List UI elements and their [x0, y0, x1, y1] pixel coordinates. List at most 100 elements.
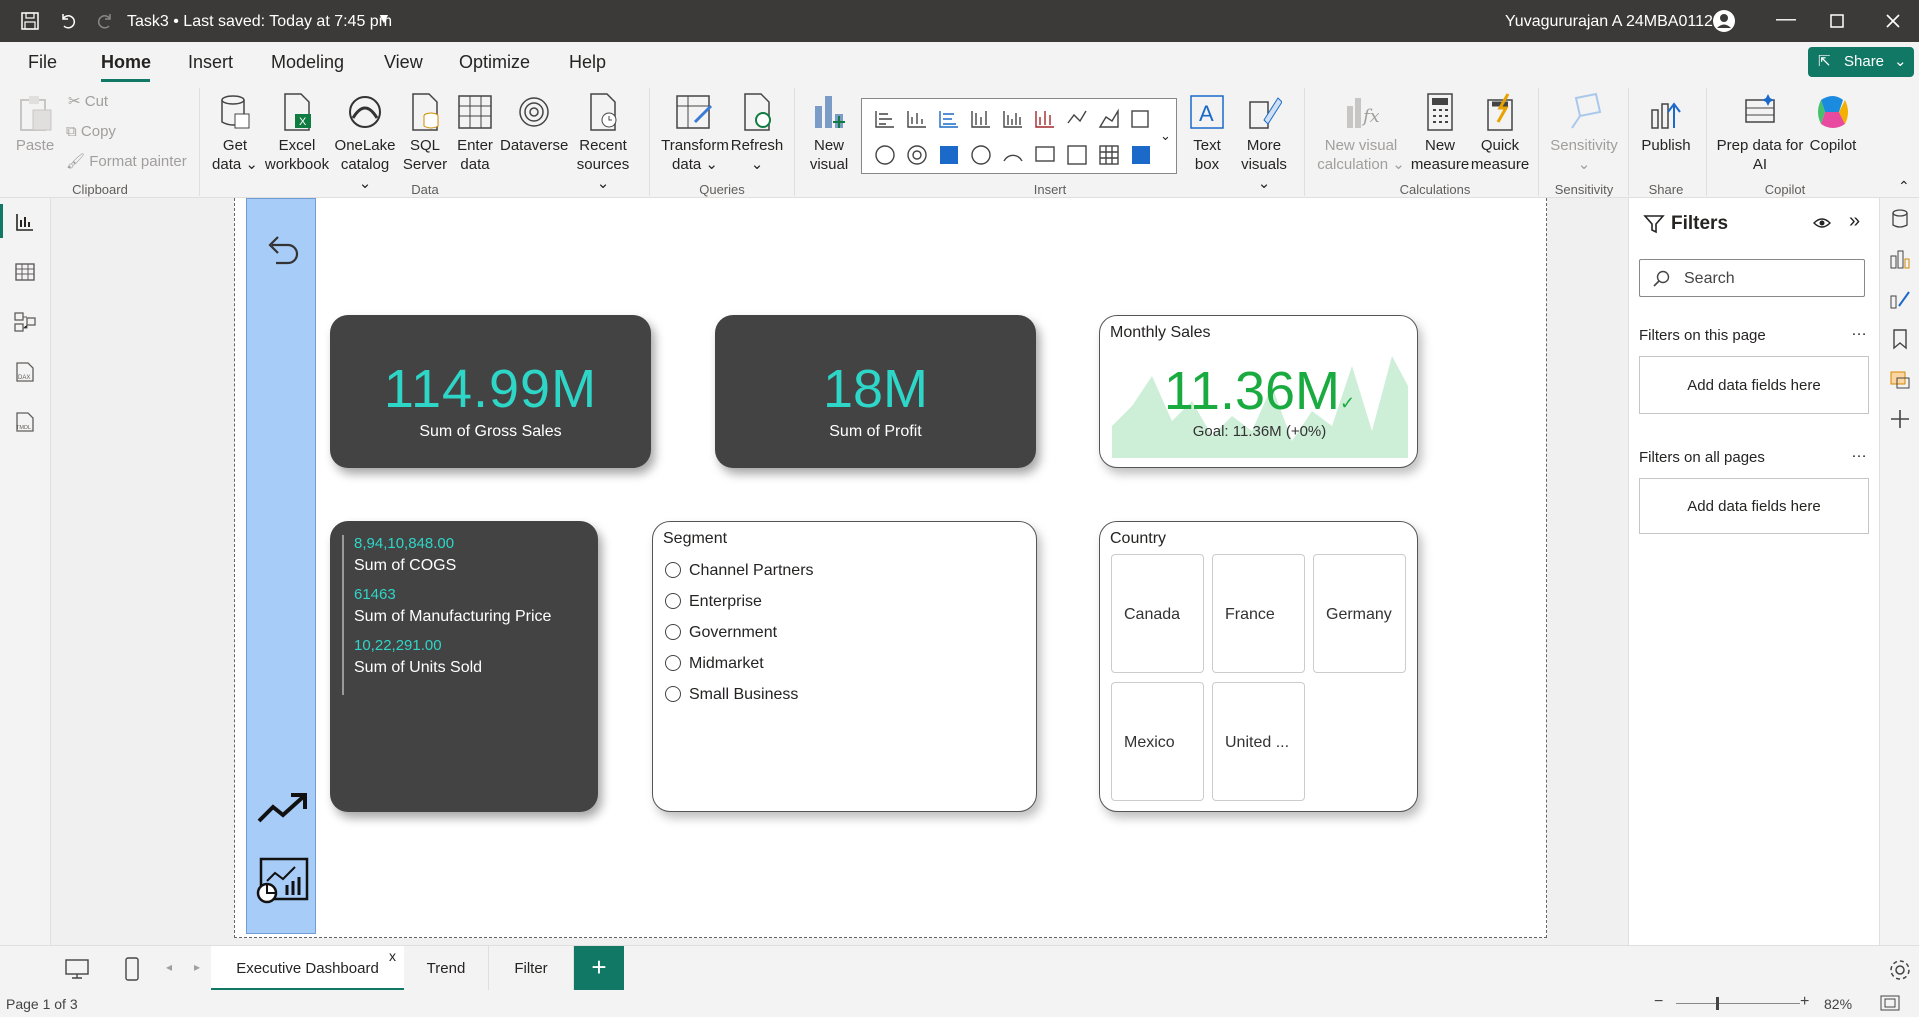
collapse-pane-icon[interactable]: »	[1849, 210, 1861, 232]
dax-query-view-icon[interactable]: DAX	[13, 360, 37, 384]
segment-option[interactable]: Small Business	[653, 684, 1033, 708]
more-options-icon[interactable]: …	[1851, 444, 1867, 461]
close-icon[interactable]	[1886, 14, 1900, 28]
radio-button[interactable]	[665, 562, 681, 578]
country-tile[interactable]: Canada	[1111, 554, 1204, 673]
menu-modeling[interactable]: Modeling	[271, 52, 345, 72]
account-icon[interactable]	[1712, 9, 1736, 33]
menu-insert[interactable]: Insert	[188, 52, 234, 72]
segment-slicer[interactable]: Segment Channel Partners Enterprise Gove…	[652, 521, 1037, 812]
menu-optimize[interactable]: Optimize	[459, 52, 531, 72]
refresh-button[interactable]: Refresh ⌄	[730, 92, 784, 174]
bookmark-icon[interactable]	[1889, 328, 1911, 350]
format-pane-icon[interactable]	[1889, 288, 1911, 310]
dataverse-button[interactable]: Dataverse	[500, 92, 568, 155]
visuals-gallery[interactable]	[861, 98, 1177, 174]
sql-server-button[interactable]: SQL Server	[400, 92, 450, 174]
filters-search-input[interactable]: Search	[1639, 259, 1865, 297]
monthly-sales-kpi[interactable]: Monthly Sales 11.36M✓ Goal: 11.36M (+0%)	[1099, 315, 1418, 468]
transform-data-button[interactable]: Transform data ⌄	[660, 92, 730, 174]
scroll-left-icon[interactable]: ◂	[166, 960, 173, 974]
country-tile[interactable]: United ...	[1212, 682, 1305, 801]
zoom-out-icon[interactable]: −	[1654, 993, 1664, 1010]
report-page[interactable]: 114.99M Sum of Gross Sales 18M Sum of Pr…	[234, 198, 1547, 938]
tmdl-view-icon[interactable]: TMDL	[13, 410, 37, 434]
add-page-button[interactable]: +	[574, 946, 624, 991]
sensitivity-button[interactable]: Sensitivity ⌄	[1546, 92, 1622, 174]
model-view-icon[interactable]	[13, 310, 37, 334]
all-pages-filter-drop-zone[interactable]: Add data fields here	[1639, 478, 1869, 534]
excel-workbook-button[interactable]: X Excel workbook	[262, 92, 332, 174]
save-icon[interactable]	[20, 11, 40, 31]
zoom-slider-thumb[interactable]	[1716, 997, 1719, 1010]
dashboard-icon[interactable]	[255, 857, 311, 905]
prep-data-for-ai-button[interactable]: Prep data for AI	[1712, 92, 1808, 174]
collapse-ribbon-icon[interactable]: ⌃	[1898, 178, 1910, 194]
redo-icon[interactable]	[95, 11, 115, 31]
country-tile[interactable]: France	[1212, 554, 1305, 673]
recent-sources-button[interactable]: Recent sources ⌄	[570, 92, 636, 193]
user-name[interactable]: Yuvagururajan A 24MBA0112	[1505, 13, 1713, 30]
menu-view[interactable]: View	[384, 52, 423, 72]
segment-option[interactable]: Midmarket	[653, 653, 1033, 677]
gross-sales-card[interactable]: 114.99M Sum of Gross Sales	[330, 315, 651, 468]
new-visual-button[interactable]: New visual	[804, 92, 854, 174]
gallery-expand-icon[interactable]: ⌄	[1160, 128, 1171, 143]
new-measure-button[interactable]: New measure	[1410, 92, 1470, 174]
more-visuals-button[interactable]: More visuals ⌄	[1234, 92, 1294, 193]
menu-file[interactable]: File	[28, 52, 58, 72]
get-data-button[interactable]: Get data ⌄	[209, 92, 261, 174]
fit-to-page-icon[interactable]	[1880, 995, 1900, 1011]
paste-button[interactable]: Paste	[12, 94, 58, 155]
segment-option[interactable]: Government	[653, 622, 1033, 646]
format-painter-button[interactable]: 🖌 Format painter	[66, 152, 187, 171]
radio-button[interactable]	[665, 686, 681, 702]
share-button[interactable]: ⇱ Share ⌄	[1808, 47, 1914, 77]
tab-trend[interactable]: Trend	[404, 946, 489, 991]
segment-option[interactable]: Enterprise	[653, 591, 1033, 615]
zoom-in-icon[interactable]: +	[1800, 993, 1810, 1010]
new-visual-calculation-button[interactable]: fx New visual calculation ⌄	[1314, 92, 1408, 174]
segment-option[interactable]: Channel Partners	[653, 560, 1033, 584]
tab-executive-dashboard[interactable]: Executive Dashboard x	[211, 946, 404, 991]
text-box-button[interactable]: A Text box	[1184, 92, 1230, 174]
mobile-layout-icon[interactable]	[124, 956, 140, 982]
country-tile[interactable]: Germany	[1313, 554, 1406, 673]
maximize-icon[interactable]	[1830, 14, 1844, 28]
more-options-icon[interactable]: …	[1851, 322, 1867, 339]
document-title[interactable]: Task3 • Last saved: Today at 7:45 pm	[127, 13, 393, 30]
minimize-icon[interactable]: —	[1776, 8, 1796, 30]
add-pane-icon[interactable]	[1889, 408, 1911, 430]
radio-button[interactable]	[665, 593, 681, 609]
radio-button[interactable]	[665, 624, 681, 640]
visualizations-pane-icon[interactable]	[1889, 248, 1911, 270]
selection-pane-icon[interactable]	[1889, 368, 1911, 390]
page-filter-drop-zone[interactable]: Add data fields here	[1639, 356, 1869, 414]
desktop-layout-icon[interactable]	[64, 958, 90, 980]
back-arrow-icon[interactable]	[262, 231, 302, 271]
profit-card[interactable]: 18M Sum of Profit	[715, 315, 1036, 468]
report-view-icon[interactable]	[13, 210, 37, 234]
scroll-right-icon[interactable]: ▸	[194, 960, 201, 974]
settings-gear-icon[interactable]	[1888, 958, 1912, 982]
country-slicer[interactable]: Country Canada France Germany Mexico Uni…	[1099, 521, 1418, 812]
cut-button[interactable]: ✂ Cut	[68, 92, 108, 111]
close-tab-icon[interactable]: x	[389, 948, 396, 964]
eye-icon[interactable]	[1813, 216, 1831, 230]
radio-button[interactable]	[665, 655, 681, 671]
data-pane-icon[interactable]	[1889, 208, 1911, 230]
multi-row-card[interactable]: 8,94,10,848.00 Sum of COGS 61463 Sum of …	[330, 521, 598, 812]
undo-icon[interactable]	[58, 11, 78, 31]
copilot-button[interactable]: Copilot	[1802, 92, 1864, 155]
menu-home[interactable]: Home	[101, 52, 152, 72]
enter-data-button[interactable]: Enter data	[450, 92, 500, 174]
quick-measure-button[interactable]: Quick measure	[1470, 92, 1530, 174]
trend-arrow-icon[interactable]	[257, 789, 309, 829]
publish-button[interactable]: Publish	[1636, 92, 1696, 155]
tab-filter[interactable]: Filter	[489, 946, 574, 991]
table-view-icon[interactable]	[13, 260, 37, 284]
onelake-catalog-button[interactable]: OneLake catalog ⌄	[333, 92, 397, 193]
country-tile[interactable]: Mexico	[1111, 682, 1204, 801]
menu-help[interactable]: Help	[569, 52, 607, 72]
title-dropdown-icon[interactable]: ▼	[377, 10, 391, 26]
